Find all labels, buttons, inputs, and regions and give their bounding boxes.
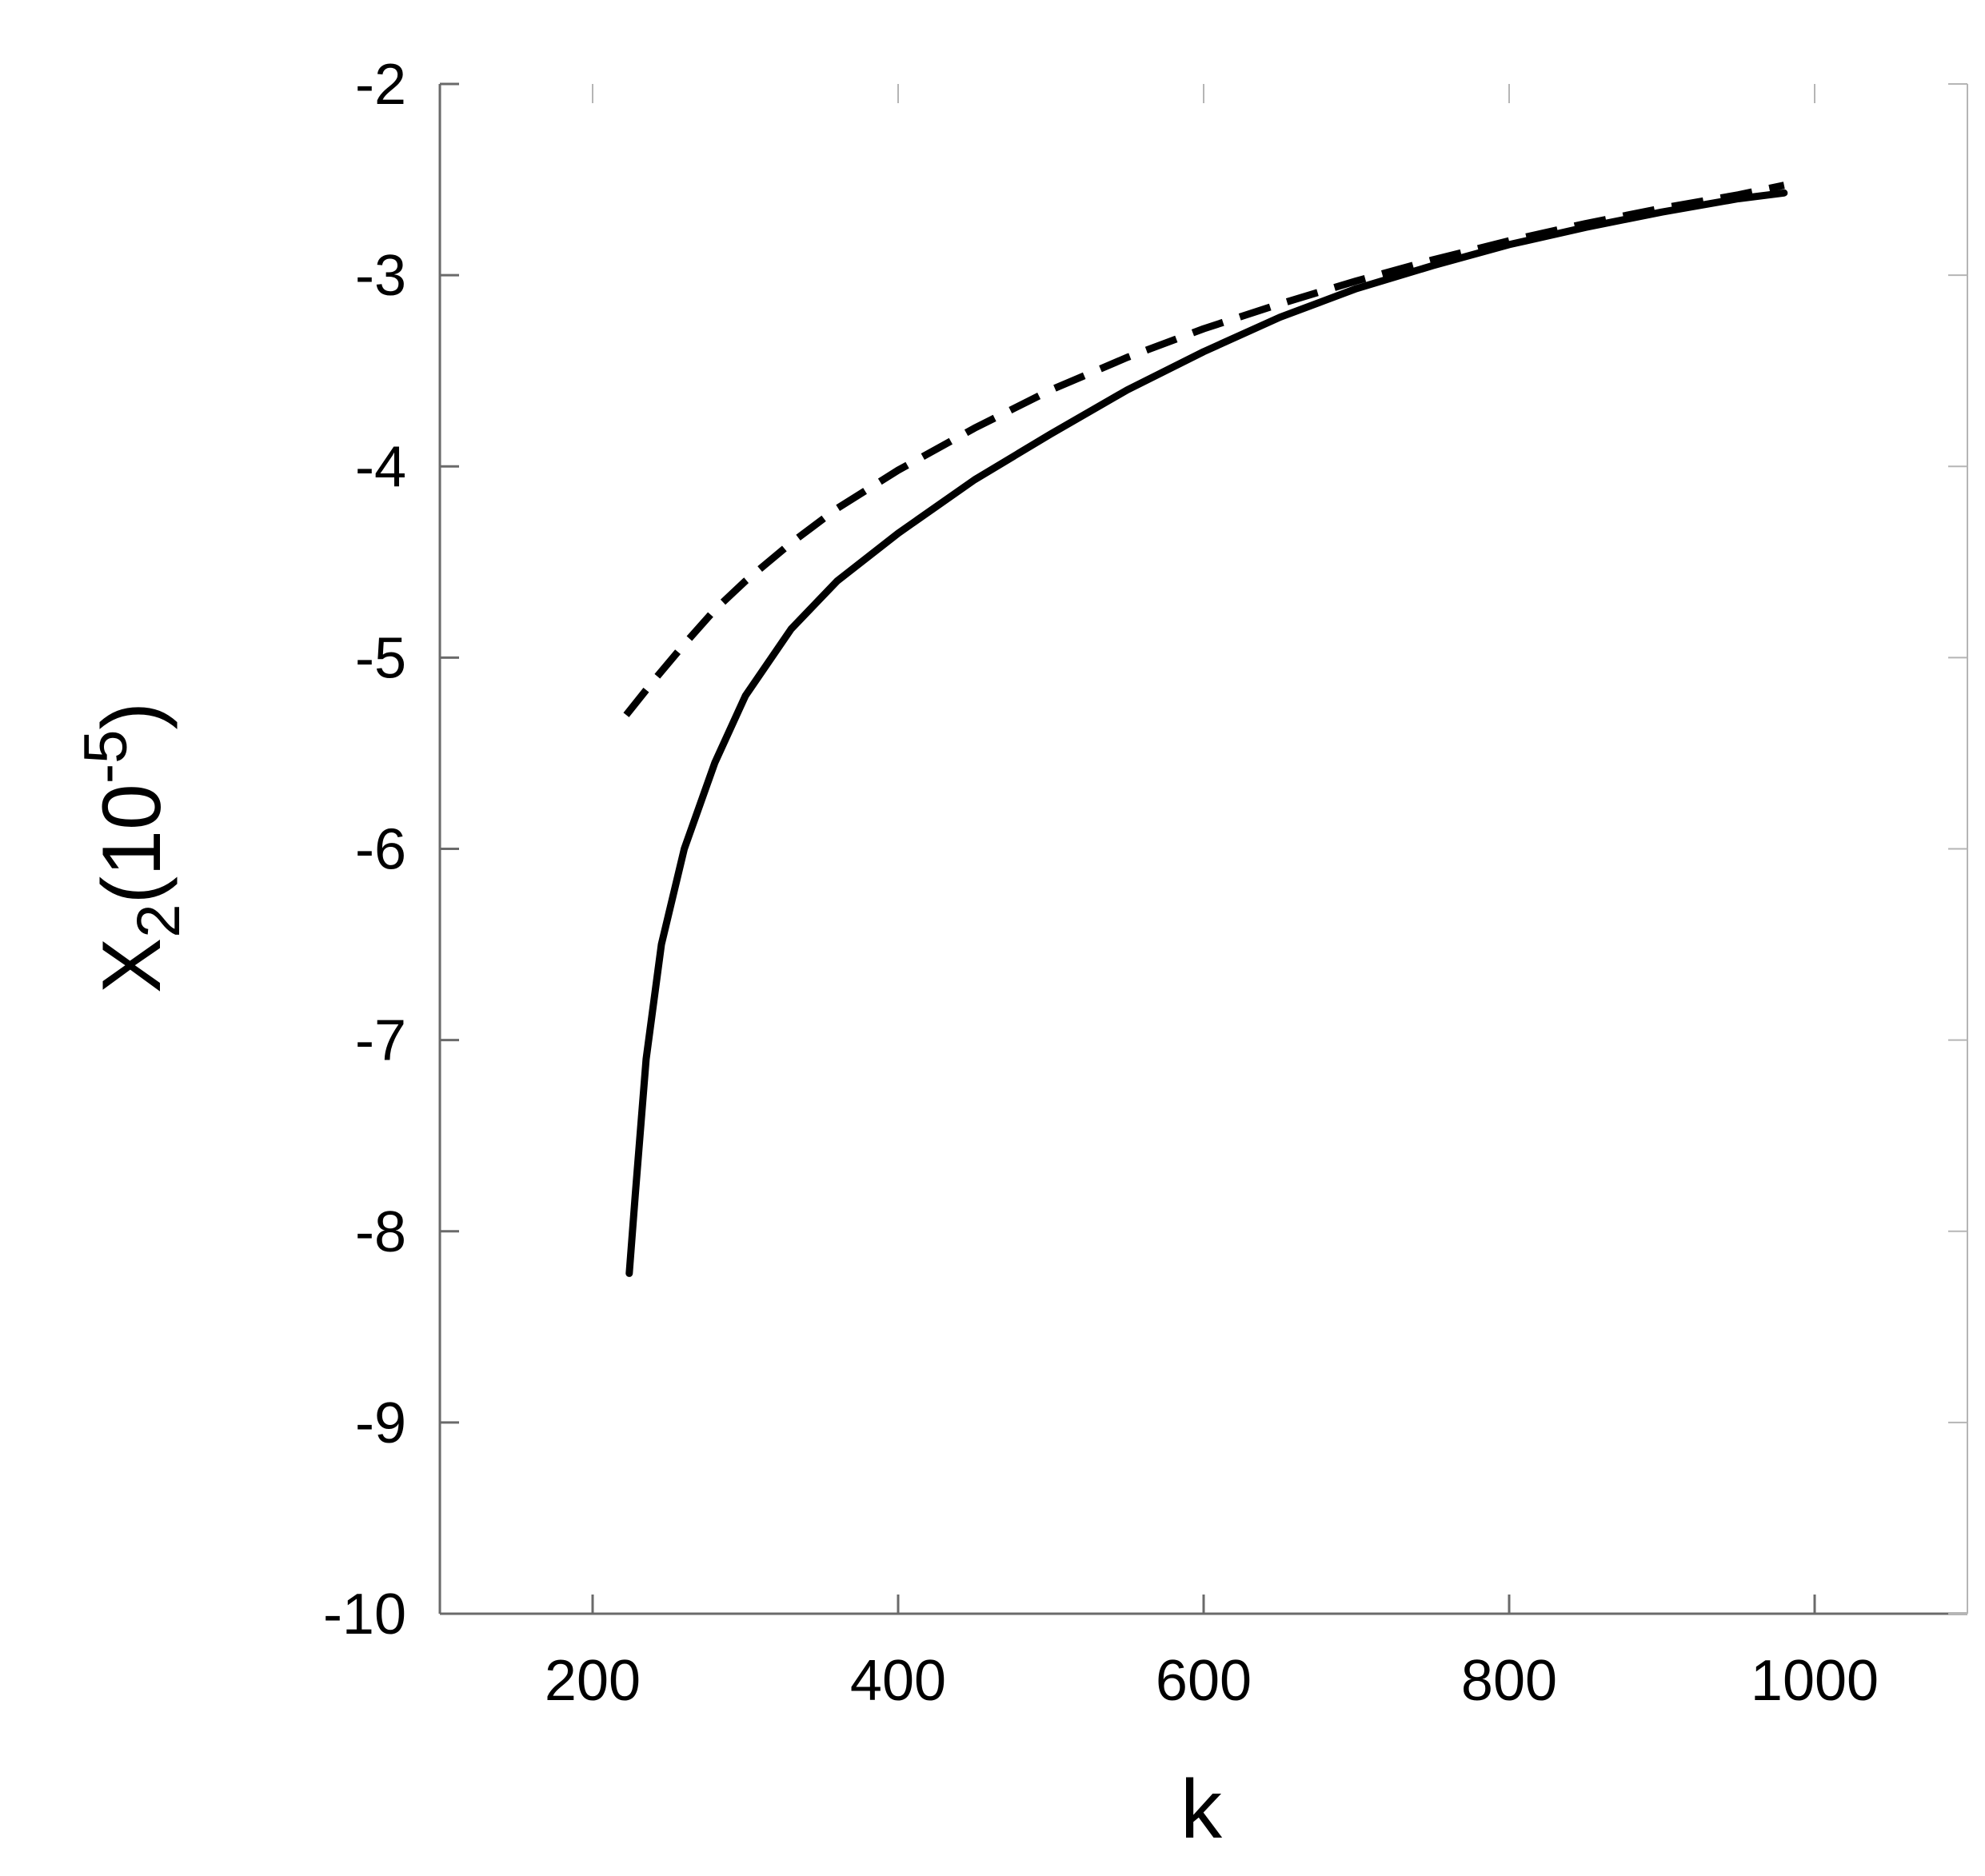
series-line-dashed <box>623 182 1785 717</box>
x-axis-title: k <box>1180 1763 1223 1856</box>
series-line-solid <box>625 189 1788 1277</box>
y-tick-label: -9 <box>355 1391 406 1455</box>
y-axis-title-base: X <box>86 938 178 993</box>
y-tick-label: -3 <box>355 244 406 308</box>
series-layer <box>623 182 1788 1277</box>
y-tick-label: -2 <box>355 53 406 117</box>
y-tick-label: -5 <box>355 626 406 690</box>
y-axis-title-subscript: 2 <box>125 904 193 937</box>
y-axis-ticks: -10 -9 -8 -7 -6 -5 -4 -3 -2 <box>323 53 1967 1646</box>
y-axis-title-close: ) <box>86 702 178 730</box>
y-axis-title: X2(10-5) <box>72 702 193 993</box>
x-tick-label: 400 <box>850 1649 946 1713</box>
y-tick-label: -10 <box>323 1583 406 1646</box>
x-tick-label: 600 <box>1156 1649 1252 1713</box>
x-tick-label: 800 <box>1461 1649 1557 1713</box>
y-axis-title-open: (10 <box>86 784 178 904</box>
x-axis-ticks: 200 400 600 800 1000 <box>545 84 1879 1713</box>
x-tick-label: 200 <box>545 1649 641 1713</box>
y-tick-label: -8 <box>355 1200 406 1264</box>
y-tick-label: -6 <box>355 818 406 882</box>
y-tick-label: -4 <box>355 435 406 499</box>
x-tick-label: 1000 <box>1751 1649 1879 1713</box>
y-axis-title-exponent: -5 <box>72 730 140 784</box>
y-tick-label: -7 <box>355 1009 406 1073</box>
plot-frame <box>438 84 1968 1615</box>
